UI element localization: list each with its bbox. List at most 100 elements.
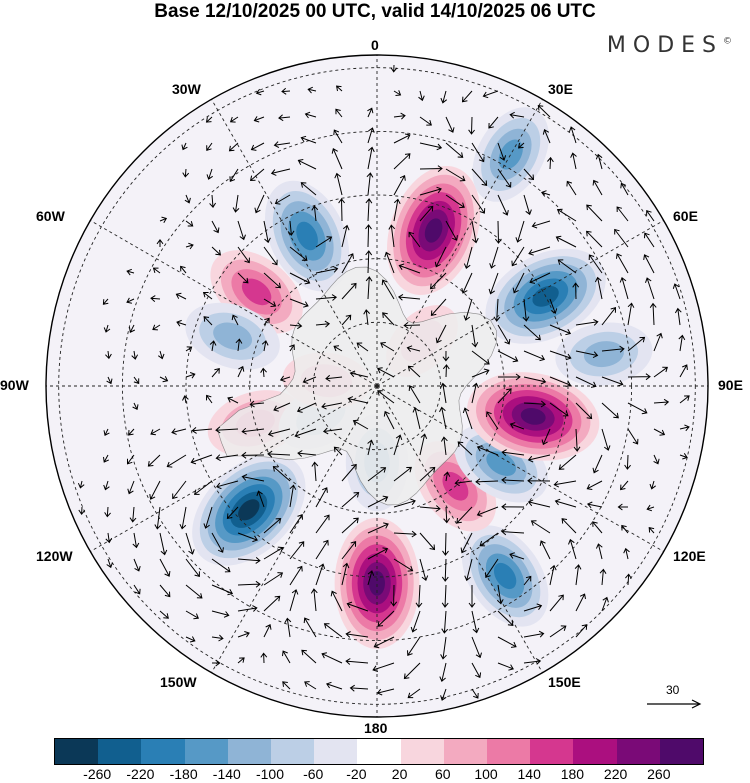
colorbar-swatch xyxy=(184,739,228,764)
wind-arrow xyxy=(412,406,421,430)
wind-arrow xyxy=(461,272,473,294)
wind-arrow xyxy=(471,610,480,634)
wind-arrow xyxy=(326,681,343,690)
wind-arrow xyxy=(289,565,303,586)
wind-arrow xyxy=(228,142,239,152)
wind-arrow xyxy=(393,558,414,572)
wind-arrow xyxy=(297,159,317,170)
wind-arrow xyxy=(496,584,504,605)
wind-arrow xyxy=(304,111,317,119)
wind-arrow xyxy=(279,375,291,383)
wind-arrow xyxy=(553,480,577,488)
wind-arrow xyxy=(209,340,217,352)
wind-arrow xyxy=(334,172,343,196)
wind-arrow xyxy=(575,593,586,612)
wind-arrow xyxy=(133,558,141,572)
reference-vector xyxy=(647,699,702,709)
wind-arrow xyxy=(349,684,369,692)
wind-arrow xyxy=(203,506,213,529)
wind-arrow xyxy=(443,506,451,524)
wind-arrow xyxy=(488,272,499,295)
wind-arrow xyxy=(625,573,632,586)
wind-arrow xyxy=(568,126,577,144)
colorbar-tick-label: -260 xyxy=(83,766,112,782)
wind-arrow xyxy=(419,466,436,482)
wind-arrow xyxy=(627,402,648,415)
wind-arrow xyxy=(289,514,303,534)
wind-arrow xyxy=(439,406,447,430)
wind-arrow xyxy=(440,436,448,456)
wind-arrow xyxy=(515,220,525,243)
colorbar-tick-label: -140 xyxy=(212,766,241,782)
wind-arrow xyxy=(471,636,482,659)
wind-arrow xyxy=(592,521,603,534)
wind-arrow xyxy=(556,208,577,222)
wind-arrow xyxy=(575,318,599,326)
wind-arrow xyxy=(407,688,421,699)
anomaly-center xyxy=(334,517,420,649)
wind-arrow xyxy=(549,564,557,586)
wind-arrow xyxy=(539,540,551,560)
wind-arrow xyxy=(517,142,525,149)
wind-arrow xyxy=(211,246,222,256)
wind-arrow xyxy=(549,402,569,417)
anomaly-center xyxy=(387,166,481,295)
wind-arrow xyxy=(643,254,655,274)
wind-arrow xyxy=(408,231,421,248)
wind-arrow xyxy=(486,411,499,430)
colorbar-tick-label: 20 xyxy=(391,766,408,782)
wind-arrow xyxy=(557,259,577,274)
lon-label-60e: 60E xyxy=(673,208,698,224)
lon-label-180: 180 xyxy=(364,720,388,736)
wind-arrow xyxy=(154,506,162,530)
wind-arrow xyxy=(468,116,475,135)
wind-arrow xyxy=(241,451,265,459)
wind-arrow xyxy=(331,148,343,170)
wind-arrow xyxy=(182,168,190,178)
wind-arrow xyxy=(624,454,631,470)
wind-arrow xyxy=(377,367,395,378)
wind-arrow xyxy=(497,636,517,648)
colorbar-swatch xyxy=(271,739,315,764)
wind-arrow xyxy=(211,634,224,642)
wind-arrow xyxy=(289,272,311,285)
wind-arrow xyxy=(523,350,546,362)
wind-arrow xyxy=(501,449,525,456)
wind-arrow xyxy=(558,454,577,470)
wind-arrow xyxy=(623,547,630,560)
wind-arrow xyxy=(509,111,525,119)
colorbar-tick-label: 260 xyxy=(647,766,671,782)
colorbar-tick-label: -100 xyxy=(255,766,285,782)
wind-arrow xyxy=(365,198,373,222)
wind-arrow xyxy=(501,503,525,511)
wind-arrow xyxy=(555,235,577,248)
wind-arrow xyxy=(482,90,499,99)
colorbar-swatch xyxy=(227,739,272,764)
wind-arrow xyxy=(454,479,473,487)
wind-arrow xyxy=(103,324,111,333)
meridian-line xyxy=(376,99,543,387)
wind-arrow xyxy=(468,585,476,608)
wind-arrow xyxy=(403,322,421,329)
wind-arrow xyxy=(315,487,328,508)
wind-arrow xyxy=(191,427,213,434)
wind-arrow xyxy=(129,324,136,333)
wind-arrow xyxy=(419,433,428,456)
wind-arrow xyxy=(356,342,369,352)
wind-arrow xyxy=(352,419,369,430)
wind-arrow xyxy=(627,373,651,381)
lon-label-120w: 120W xyxy=(36,548,73,564)
wind-arrow xyxy=(349,370,369,378)
wind-arrow xyxy=(403,662,421,680)
meridian-line xyxy=(90,220,378,387)
wind-arrow xyxy=(445,116,455,133)
wind-arrow xyxy=(549,324,572,336)
wind-arrow xyxy=(152,267,161,274)
wind-arrow xyxy=(185,346,193,352)
wind-arrow xyxy=(549,625,567,638)
wind-arrow xyxy=(373,636,395,649)
wind-arrow xyxy=(341,517,359,534)
wind-arrow xyxy=(367,439,374,456)
wind-arrow xyxy=(463,246,473,269)
wind-arrow xyxy=(104,506,111,518)
